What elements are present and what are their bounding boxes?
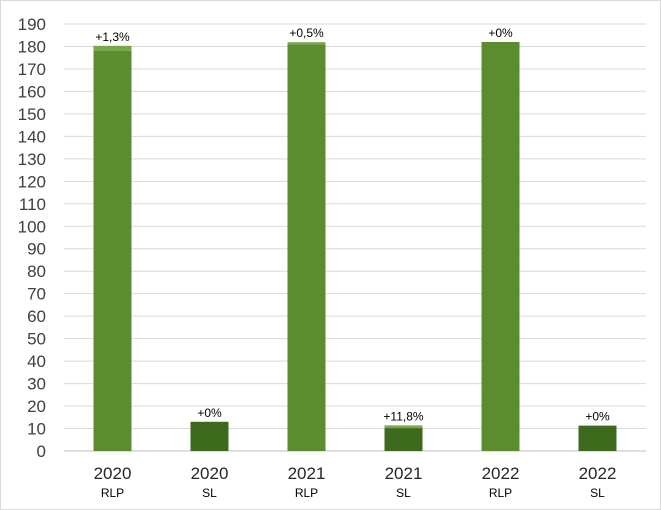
- x-tick-label-sub: RLP: [101, 486, 124, 500]
- y-tick-label: 170: [18, 60, 46, 79]
- y-tick-label: 40: [27, 352, 46, 371]
- y-tick-label: 150: [18, 105, 46, 124]
- y-tick-label: 30: [27, 375, 46, 394]
- x-tick-label-year: 2021: [288, 464, 326, 483]
- bar-increment-2021-sl: [384, 425, 423, 429]
- x-tick-label-year: 2020: [94, 464, 132, 483]
- bar-increment-2020-rlp: [93, 45, 132, 51]
- data-label: +0,5%: [289, 26, 324, 40]
- y-tick-label: 0: [37, 442, 46, 461]
- data-label: +1,3%: [95, 30, 130, 44]
- y-tick-label: 160: [18, 82, 46, 101]
- y-tick-label: 70: [27, 285, 46, 304]
- bar-2022-sl: [578, 425, 617, 451]
- x-tick-label-sub: SL: [590, 486, 605, 500]
- y-tick-label: 180: [18, 37, 46, 56]
- x-tick-label-sub: RLP: [489, 486, 512, 500]
- y-tick-label: 60: [27, 307, 46, 326]
- data-label: +0%: [488, 26, 513, 40]
- y-tick-label: 100: [18, 217, 46, 236]
- x-tick-label-year: 2022: [579, 464, 617, 483]
- data-label: +0%: [585, 410, 610, 424]
- y-tick-label: 130: [18, 150, 46, 169]
- bar-2021-rlp: [287, 44, 326, 451]
- bar-2021-sl: [384, 428, 423, 451]
- bar-2020-sl: [190, 421, 229, 451]
- bar-2020-rlp: [93, 50, 132, 452]
- y-tick-label: 80: [27, 262, 46, 281]
- data-label: +0%: [197, 406, 222, 420]
- x-tick-label-sub: RLP: [295, 486, 318, 500]
- y-tick-label: 90: [27, 240, 46, 259]
- x-tick-label-year: 2021: [385, 464, 423, 483]
- x-tick-label-year: 2022: [482, 464, 520, 483]
- bar-increment-2021-rlp: [287, 42, 326, 45]
- y-tick-label: 50: [27, 330, 46, 349]
- y-tick-label: 190: [18, 15, 46, 34]
- x-tick-label-year: 2020: [191, 464, 229, 483]
- y-tick-label: 110: [19, 195, 46, 214]
- bar-2022-rlp: [481, 41, 520, 452]
- data-label: +11,8%: [383, 409, 423, 423]
- x-tick-label-sub: SL: [202, 486, 217, 500]
- x-tick-label-sub: SL: [396, 486, 411, 500]
- y-tick-label: 140: [18, 127, 46, 146]
- y-tick-label: 10: [27, 420, 46, 439]
- y-tick-label: 20: [27, 397, 46, 416]
- y-tick-label: 120: [18, 172, 46, 191]
